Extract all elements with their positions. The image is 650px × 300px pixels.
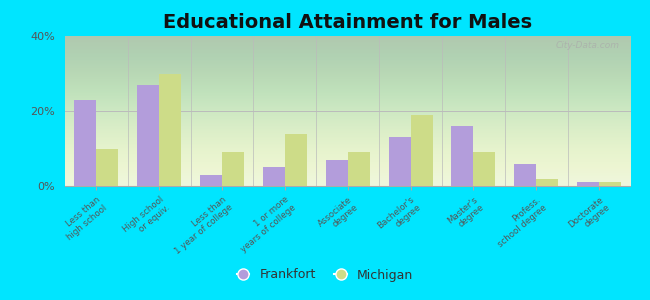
Bar <box>263 167 285 186</box>
Bar <box>514 164 536 186</box>
Title: Educational Attainment for Males: Educational Attainment for Males <box>163 13 532 32</box>
Bar <box>326 160 348 186</box>
Bar <box>200 175 222 186</box>
Bar <box>137 85 159 186</box>
Bar <box>348 152 370 186</box>
Bar <box>411 115 432 186</box>
Text: City-Data.com: City-Data.com <box>555 40 619 50</box>
Bar <box>389 137 411 186</box>
Bar <box>285 134 307 186</box>
Legend: Frankfort, Michigan: Frankfort, Michigan <box>231 262 419 288</box>
Bar <box>74 100 96 186</box>
Bar <box>222 152 244 186</box>
Bar <box>473 152 495 186</box>
Bar <box>159 74 181 186</box>
Bar <box>536 178 558 186</box>
Bar <box>599 182 621 186</box>
Bar <box>96 148 118 186</box>
Bar <box>577 182 599 186</box>
Bar <box>451 126 473 186</box>
